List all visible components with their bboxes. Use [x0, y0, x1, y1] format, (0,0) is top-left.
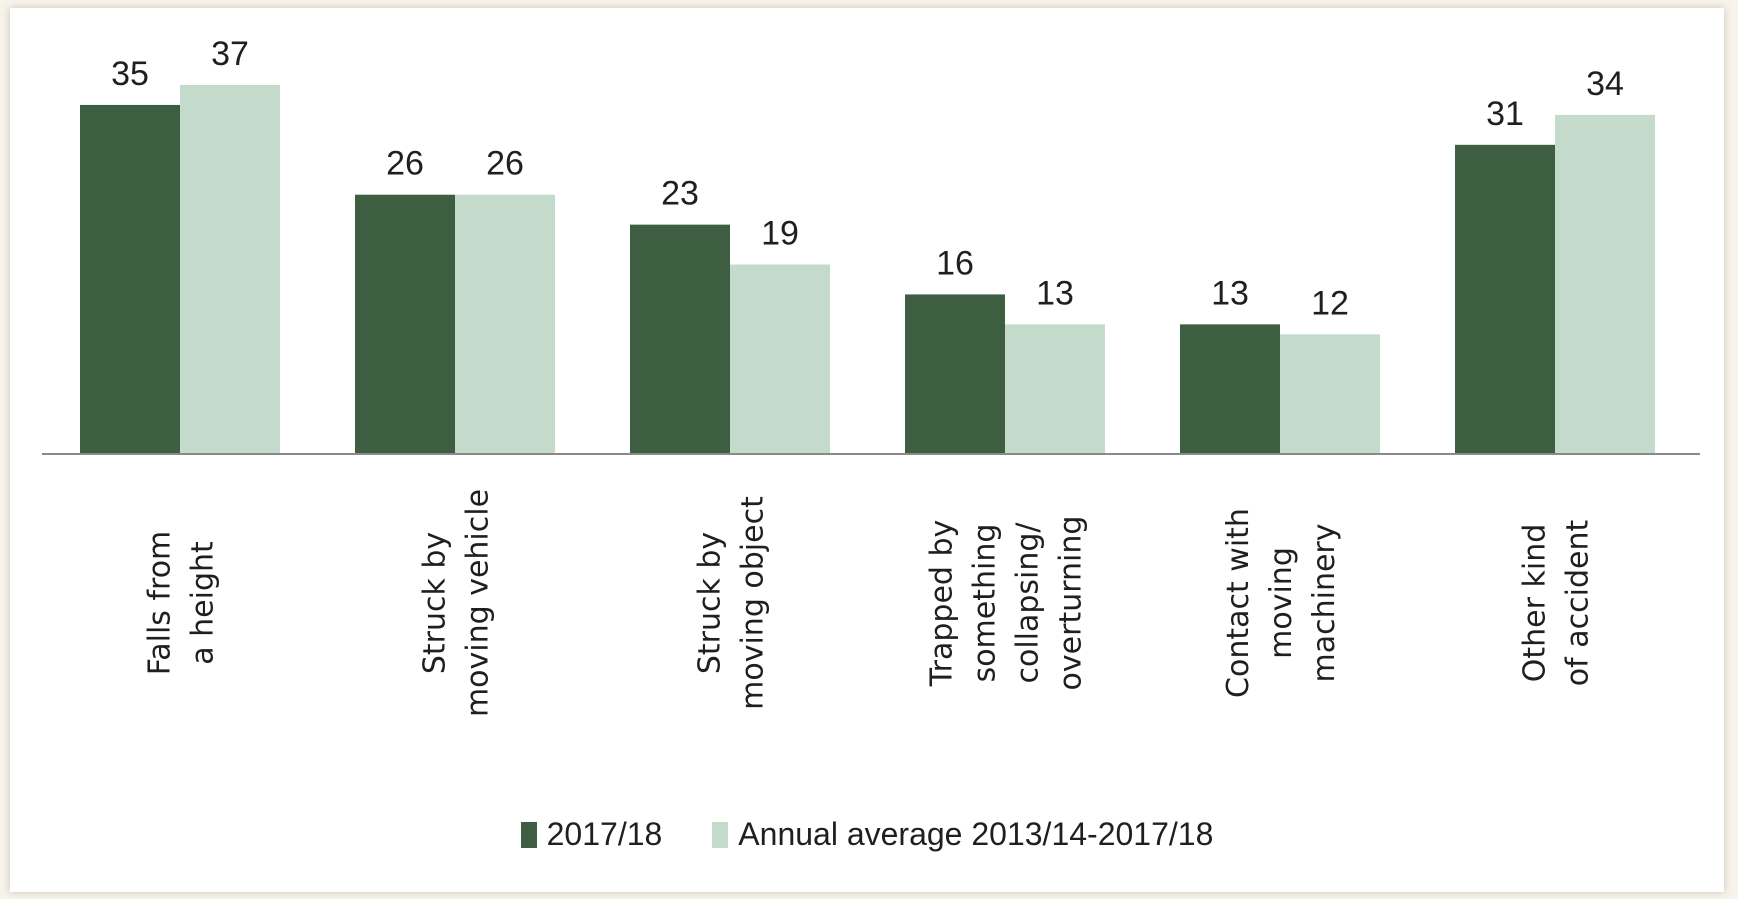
- data-label-series-2-cat-1: 37: [211, 35, 249, 73]
- legend-swatch-series-2: [712, 822, 728, 848]
- chart-frame: 35 37 26 26 23 19 16 13 13 12 31 34 Falls from a hei…: [10, 8, 1724, 892]
- bar-chart: 35 37 26 26 23 19 16 13 13 12 31 34 Falls from a hei…: [10, 8, 1724, 808]
- category-labels-group: Falls from a height Struck by moving vehicl…: [143, 489, 1596, 717]
- data-label-series-1-cat-5: 13: [1211, 274, 1249, 312]
- data-label-series-1-cat-3: 23: [661, 175, 699, 213]
- bar-series-1-cat-2: [355, 195, 455, 454]
- legend-item-series-2: Annual average 2013/14-2017/18: [712, 816, 1213, 853]
- category-label-4-line-4: overturning: [1054, 516, 1089, 691]
- data-label-series-1-cat-1: 35: [111, 55, 149, 93]
- category-label-3-line-1: Struck by: [693, 532, 728, 674]
- bar-series-2-cat-1: [180, 85, 280, 454]
- category-label-1: Falls from a height: [143, 531, 221, 676]
- data-label-series-1-cat-2: 26: [386, 145, 424, 183]
- category-label-2: Struck by moving vehicle: [418, 489, 496, 717]
- bar-series-2-cat-6: [1555, 115, 1655, 454]
- data-label-series-2-cat-3: 19: [761, 215, 799, 253]
- bar-series-1-cat-1: [80, 105, 180, 454]
- category-label-5: Contact with moving machinery: [1221, 508, 1342, 698]
- bar-series-1-cat-3: [630, 225, 730, 454]
- legend-label-series-2: Annual average 2013/14-2017/18: [738, 816, 1213, 853]
- bar-series-1-cat-5: [1180, 324, 1280, 454]
- category-label-4-line-3: collapsing/: [1011, 522, 1046, 684]
- value-labels-group: 35 37 26 26 23 19 16 13 13 12 31 34: [111, 35, 1624, 322]
- bar-series-2-cat-2: [455, 195, 555, 454]
- category-label-3: Struck by moving object: [693, 496, 771, 710]
- category-label-4-line-2: something: [968, 524, 1003, 683]
- category-label-4: Trapped by something collapsing/overturnin…: [925, 516, 1089, 691]
- category-label-1-line-1: Falls from: [143, 531, 178, 676]
- data-label-series-2-cat-4: 13: [1036, 274, 1074, 312]
- category-label-5-line-3: machinery: [1307, 523, 1342, 682]
- category-label-2-line-1: Struck by: [418, 532, 453, 674]
- category-label-6-line-2: of accident: [1561, 520, 1596, 687]
- data-label-series-2-cat-2: 26: [486, 145, 524, 183]
- category-label-3-line-2: moving object: [736, 496, 771, 710]
- legend-label-series-1: 2017/18: [547, 816, 663, 853]
- legend-item-series-1: 2017/18: [521, 816, 663, 853]
- legend: 2017/18 Annual average 2013/14-2017/18: [10, 816, 1724, 853]
- category-label-5-line-1: Contact with: [1221, 508, 1256, 698]
- bars-group: [80, 85, 1655, 454]
- legend-swatch-series-1: [521, 822, 537, 848]
- data-label-series-1-cat-4: 16: [936, 244, 974, 282]
- bar-series-1-cat-4: [905, 294, 1005, 454]
- category-label-2-line-2: moving vehicle: [461, 489, 496, 717]
- category-label-5-line-2: moving: [1264, 547, 1299, 659]
- data-label-series-2-cat-6: 34: [1586, 65, 1624, 103]
- category-label-1-line-2: a height: [186, 541, 221, 665]
- data-label-series-1-cat-6: 31: [1486, 95, 1524, 133]
- category-label-6-line-1: Other kind: [1518, 524, 1553, 682]
- bar-series-1-cat-6: [1455, 145, 1555, 454]
- bar-series-2-cat-4: [1005, 324, 1105, 454]
- data-label-series-2-cat-5: 12: [1311, 284, 1349, 322]
- bar-series-2-cat-5: [1280, 334, 1380, 454]
- category-label-4-line-1: Trapped by: [925, 520, 960, 688]
- category-label-6: Other kind of accident: [1518, 520, 1596, 687]
- bar-series-2-cat-3: [730, 265, 830, 454]
